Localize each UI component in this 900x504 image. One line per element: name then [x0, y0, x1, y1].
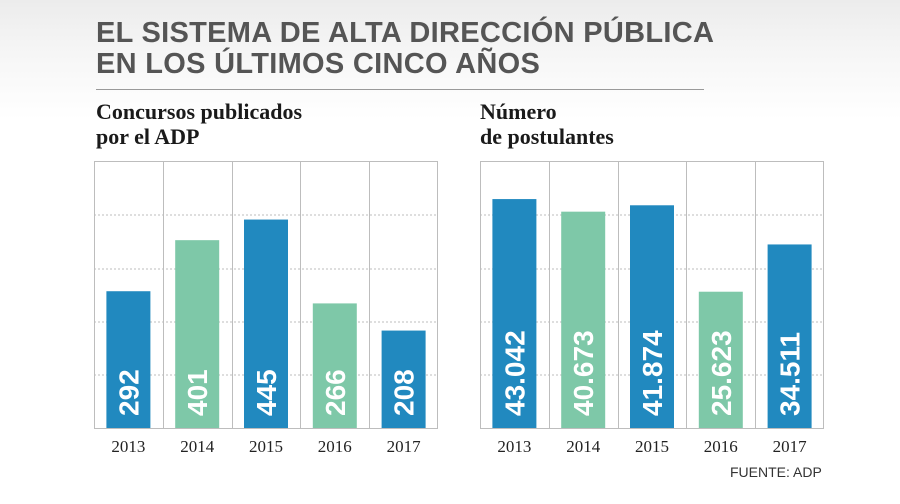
- bar-2014: [175, 240, 220, 428]
- bar-value-label: 401: [182, 369, 213, 416]
- x-tick-label: 2015: [635, 437, 669, 456]
- bar-2015: [244, 219, 288, 428]
- bar-2017: [381, 330, 426, 428]
- title-line-1: EL SISTEMA DE ALTA DIRECCIÓN PÚBLICA: [96, 17, 715, 49]
- chart-1-title-line-2: por el ADP: [96, 124, 200, 149]
- bar-2015: [630, 205, 674, 428]
- bar-value-label: 266: [320, 369, 351, 416]
- bar-2014: [561, 211, 606, 428]
- x-tick-label: 2017: [387, 437, 422, 456]
- bar-2016: [698, 291, 743, 428]
- x-tick-label: 2014: [180, 437, 215, 456]
- chart-2-svg: 43.042 2013 40.673 2014 41.874 2015 25.623 2016…: [480, 161, 824, 456]
- chart-numero-postulantes: 43.042 2013 40.673 2014 41.874 2015 25.623 2016…: [480, 0, 824, 460]
- chart-2-title: Número de postulantes: [480, 99, 614, 149]
- bar-value-label: 34.511: [775, 332, 806, 416]
- bar-2013: [492, 199, 537, 428]
- bar-value-label: 208: [389, 369, 420, 416]
- chart-1-title: Concursos publicados por el ADP: [96, 99, 302, 149]
- bar-value-label: 292: [113, 369, 144, 416]
- bar-value-label: 25.623: [706, 330, 737, 416]
- bar-value-label: 41.874: [637, 330, 668, 416]
- chart-1-title-line-1: Concursos publicados: [96, 99, 303, 124]
- source-note: FUENTE: ADP: [730, 464, 822, 480]
- x-tick-label: 2017: [773, 437, 808, 456]
- x-tick-label: 2013: [497, 437, 531, 456]
- chart-1-svg: 292 2013 401 2014 445 2015 266 2016 208 2017: [94, 161, 438, 456]
- bar-2016: [312, 303, 357, 428]
- x-tick-label: 2016: [704, 437, 738, 456]
- chart-2-title-line-1: Número: [480, 99, 557, 124]
- x-tick-label: 2015: [249, 437, 283, 456]
- chart-frame: [480, 161, 824, 429]
- chart-frame: [94, 161, 438, 429]
- x-tick-label: 2013: [111, 437, 145, 456]
- title-line-2: EN LOS ÚLTIMOS CINCO AÑOS: [96, 48, 541, 80]
- x-tick-label: 2016: [318, 437, 352, 456]
- chart-concursos-publicados: 292 2013 401 2014 445 2015 266 2016 208 2017: [94, 0, 438, 460]
- bar-2013: [106, 291, 151, 428]
- bar-2017: [767, 244, 812, 428]
- bar-value-label: 445: [251, 369, 282, 416]
- bar-value-label: 40.673: [568, 330, 599, 416]
- x-tick-label: 2014: [566, 437, 601, 456]
- chart-2-title-line-2: de postulantes: [480, 124, 614, 149]
- title-divider: [96, 89, 704, 90]
- page-title: EL SISTEMA DE ALTA DIRECCIÓN PÚBLICA EN …: [96, 18, 714, 80]
- bar-value-label: 43.042: [499, 330, 530, 416]
